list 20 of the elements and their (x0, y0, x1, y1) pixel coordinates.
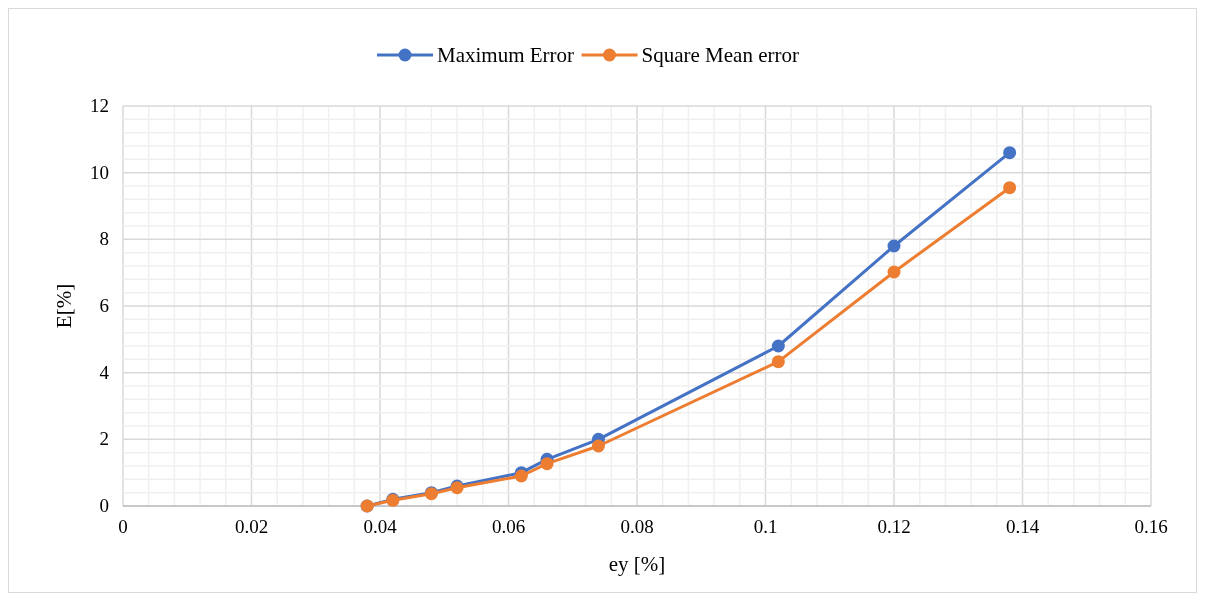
x-tick-label: 0.1 (753, 516, 778, 537)
legend-label: Maximum Error (437, 43, 575, 67)
y-tick-label: 2 (99, 428, 109, 450)
x-tick-label: 0.04 (363, 516, 398, 537)
y-tick-label: 8 (99, 228, 109, 250)
y-axis-title: E[%] (52, 283, 76, 329)
x-tick-label: 0.08 (620, 516, 654, 537)
legend-label: Square Mean error (641, 43, 799, 67)
y-tick-label: 12 (90, 95, 109, 116)
x-tick-label: 0.14 (1005, 516, 1040, 537)
y-tick-label: 4 (99, 361, 110, 383)
x-tick-label: 0.06 (491, 516, 526, 537)
x-tick-label: 0 (118, 516, 128, 537)
x-axis-title: ey [%] (608, 552, 666, 576)
y-tick-label: 10 (90, 161, 109, 183)
y-tick-label: 0 (99, 495, 109, 516)
x-tick-label: 0.12 (877, 516, 911, 537)
x-tick-label: 0.16 (1134, 516, 1168, 537)
y-tick-label: 6 (99, 295, 109, 316)
x-tick-label: 0.02 (234, 516, 269, 537)
